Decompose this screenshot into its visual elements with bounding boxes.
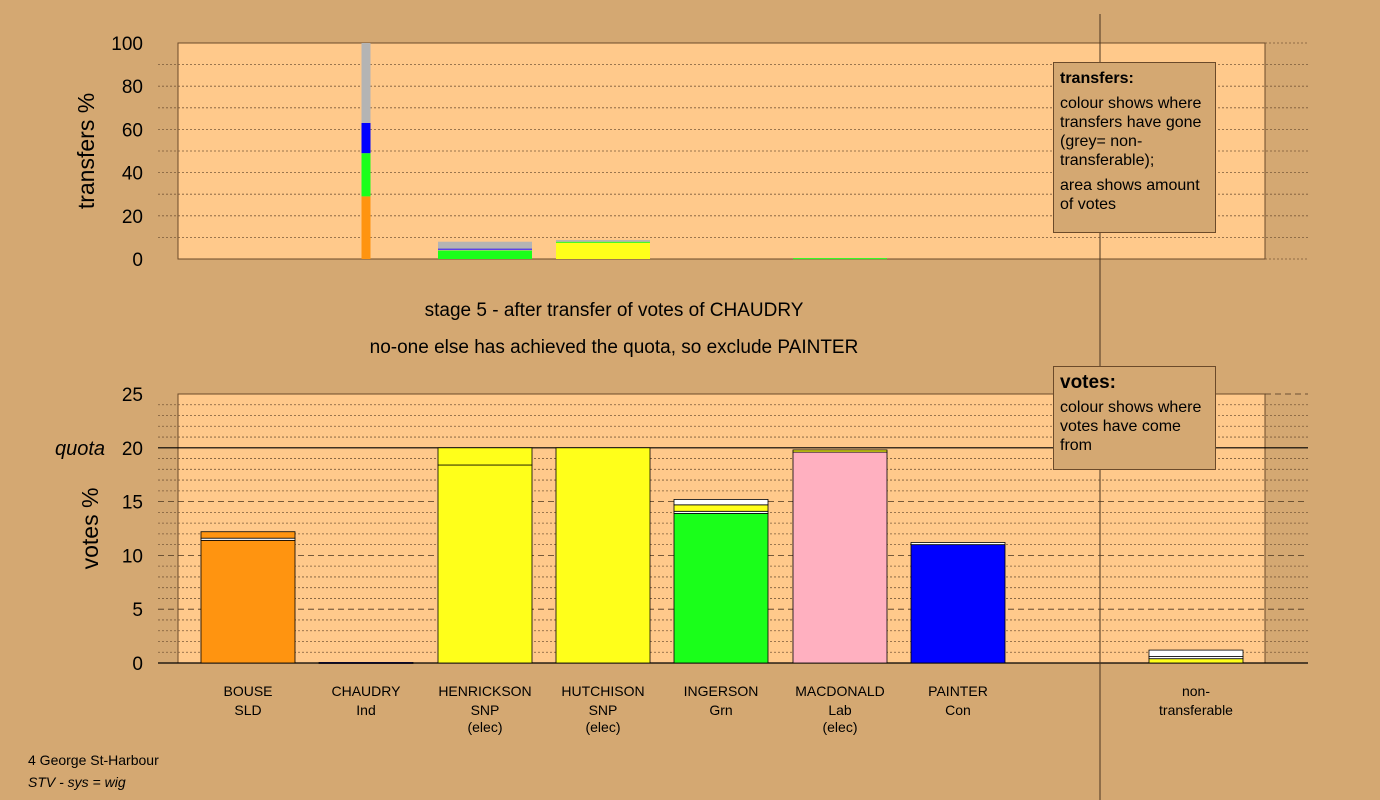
candidate-status-label: (elec) (585, 719, 620, 735)
candidate-name-label: HENRICKSON (438, 683, 531, 699)
candidate-status-label: (elec) (822, 719, 857, 735)
vote-segment-macdonald-from-henrickson (792, 449, 888, 453)
footer-location: 4 George St-Harbour (28, 752, 159, 768)
candidate-name-label: CHAUDRY (332, 683, 402, 699)
transfer-segment-henrickson-to-macdonald (438, 249, 532, 251)
transfer-segment-chaudry-to-non-transferable (361, 43, 371, 123)
stage-subtitle: no-one else has achieved the quota, so e… (369, 337, 859, 358)
transfers-y-tick-label: 40 (122, 164, 143, 185)
candidate-name-label: HUTCHISON (561, 683, 644, 699)
votes-y-tick-label: 10 (122, 546, 143, 567)
vote-segment-chaudry-from-chaudry (318, 662, 414, 664)
transfer-segment-hutchison-to-non-transferable (556, 239, 650, 242)
transfer-segment-henrickson-to-non-transferable (438, 241, 532, 249)
votes-y-tick-label: 20 (122, 439, 143, 460)
vote-segment-henrickson-from-henrickson (437, 464, 533, 664)
transfer-segment-chaudry-to-bouse (361, 196, 371, 259)
transfers-y-tick-label: 60 (122, 120, 143, 141)
vote-segment-ingerson-from-chaudry (673, 499, 769, 506)
candidate-name-label: BOUSE (223, 683, 272, 699)
votes-y-tick-label: 25 (122, 385, 143, 406)
transfers-y-axis-label: transfers % (73, 93, 99, 209)
votes-legend-title: votes: (1060, 372, 1116, 393)
vote-segment-ingerson-from-henrickson (673, 504, 769, 512)
stage-title: stage 5 - after transfer of votes of CHA… (424, 300, 804, 321)
vote-segment-hutchison-from-hutchison (555, 447, 651, 664)
transfer-segment-hutchison-to-henrickson (556, 242, 650, 259)
candidate-party-label: Lab (828, 702, 852, 718)
vote-segment-non-transferable-from-henrickson (1148, 658, 1244, 664)
vote-segment-bouse-from-bouse (200, 539, 296, 664)
nontransferable-label-line1: non- (1182, 683, 1210, 699)
vote-segment-non-transferable-from-hutchison (1148, 649, 1244, 657)
vote-segment-painter-from-painter (910, 544, 1006, 664)
votes-legend-text: colour shows where votes have come from (1060, 399, 1202, 454)
transfers-y-tick-label: 20 (122, 207, 143, 228)
quota-label: quota (55, 438, 105, 460)
votes-y-tick-label: 5 (132, 600, 143, 621)
candidate-name-label: PAINTER (928, 683, 988, 699)
transfers-y-tick-label: 100 (111, 34, 143, 55)
candidate-status-label: (elec) (467, 719, 502, 735)
vote-segment-henrickson-from-hutchison (437, 447, 533, 466)
transfer-segment-chaudry-to-ingerson (361, 153, 371, 197)
vote-segment-macdonald-from-macdonald (792, 451, 888, 664)
transfers-legend-title: transfers: (1060, 70, 1134, 87)
transfers-y-tick-label: 0 (132, 250, 143, 271)
transfers-y-tick-label: 80 (122, 77, 143, 98)
vote-segment-bouse-from-chaudry (200, 531, 296, 539)
candidate-party-label: SNP (471, 702, 500, 718)
vote-segment-painter-from-transfers (910, 542, 1006, 546)
candidate-party-label: Ind (356, 702, 375, 718)
candidate-party-label: Grn (709, 702, 732, 718)
transfer-segment-henrickson-to-painter (438, 248, 532, 250)
transfer-segment-macdonald-to-ingerson (793, 258, 887, 260)
footer-system: STV - sys = wig (28, 774, 126, 790)
transfer-segment-hutchison-to-ingerson (556, 241, 650, 243)
vote-segment-ingerson-from-ingerson (673, 513, 769, 664)
transfer-segment-henrickson-to-ingerson (438, 250, 532, 259)
votes-y-tick-label: 15 (122, 493, 143, 514)
nontransferable-label-line2: transferable (1159, 702, 1233, 718)
transfers-legend-text-area: area shows amount of votes (1060, 177, 1200, 213)
candidate-party-label: SLD (234, 702, 261, 718)
candidate-party-label: Con (945, 702, 971, 718)
candidate-name-label: MACDONALD (795, 683, 884, 699)
candidate-party-label: SNP (589, 702, 618, 718)
votes-y-tick-label: 0 (132, 654, 143, 675)
transfers-legend-text-colour: colour shows where transfers have gone (… (1060, 95, 1202, 169)
transfers-legend: transfers: colour shows where transfers … (1053, 62, 1216, 233)
transfer-segment-chaudry-to-painter (361, 122, 371, 154)
votes-legend: votes: colour shows where votes have com… (1053, 366, 1216, 470)
candidate-name-label: INGERSON (684, 683, 759, 699)
votes-y-axis-label: votes % (77, 488, 103, 570)
